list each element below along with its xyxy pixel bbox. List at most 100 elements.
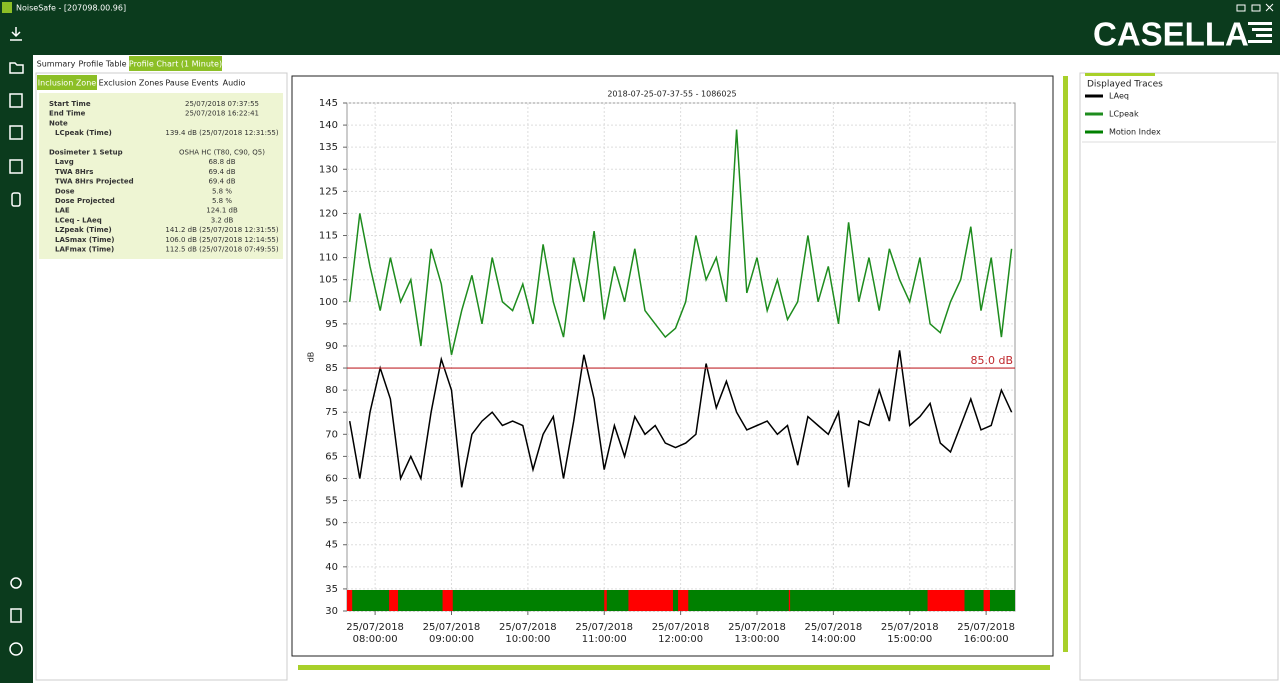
logo-stripes: [1248, 22, 1272, 43]
y-tick-label: 145: [319, 98, 338, 109]
x-tick-label-line: 25/07/2018: [499, 622, 557, 633]
summary-label: End Time: [49, 110, 86, 118]
y-tick-label: 60: [325, 473, 338, 484]
summary-value: 5.8 %: [212, 197, 232, 205]
tab-label[interactable]: Summary: [37, 60, 76, 69]
y-tick-label: 85: [325, 363, 338, 374]
x-tick-label-line: 11:00:00: [582, 634, 627, 645]
summary-value: OSHA HC (T80, C90, Q5): [179, 149, 265, 157]
tab[interactable]: [35, 56, 77, 71]
y-tick-label: 75: [325, 407, 338, 418]
chart-icon[interactable]: [9, 125, 23, 140]
close[interactable]: [1265, 3, 1274, 12]
y-tick-label: 35: [325, 584, 338, 595]
traces-title: Displayed Traces: [1087, 80, 1163, 90]
subtab-label[interactable]: Exclusion Zones: [99, 79, 164, 88]
y-tick-label: 140: [319, 120, 338, 131]
summary-label: LAE: [55, 207, 70, 215]
motion-alert: [927, 590, 965, 611]
y-tick-label: 90: [325, 341, 338, 352]
y-tick-label: 130: [319, 164, 338, 175]
horizontal-slider[interactable]: [298, 665, 1050, 670]
legend-label[interactable]: LAeq: [1109, 92, 1129, 101]
summary-value: 25/07/2018 16:22:41: [185, 110, 259, 118]
subtab-label[interactable]: Inclusion Zone: [38, 79, 96, 88]
tab[interactable]: [129, 56, 222, 71]
motion-alert: [442, 590, 453, 611]
summary-label: Dose Projected: [55, 197, 115, 205]
summary-label: TWA 8Hrs Projected: [55, 178, 134, 186]
summary-label: Dose: [55, 187, 75, 195]
motion-alert: [678, 590, 689, 611]
settings-icon[interactable]: [10, 577, 22, 589]
chart-title: 2018-07-25-07-37-55 - 1086025: [607, 90, 736, 99]
minimize[interactable]: [1236, 4, 1246, 12]
y-tick-label: 80: [325, 385, 338, 396]
app-icon: [2, 2, 12, 13]
series-line: [348, 129, 1013, 355]
x-tick-label-line: 08:00:00: [353, 634, 398, 645]
traces-panel: [1079, 72, 1279, 681]
motion-alert: [347, 590, 353, 611]
subtab[interactable]: [220, 75, 248, 90]
x-tick-label: 25/07/2018 12:00:00: [652, 622, 710, 645]
y-tick-label: 40: [325, 562, 338, 573]
summary-label: LCpeak (Time): [55, 129, 112, 137]
y-tick-label: 55: [325, 496, 338, 507]
open-icon[interactable]: [9, 62, 24, 74]
x-tick-label-line: 25/07/2018: [652, 622, 710, 633]
legend-label[interactable]: LCpeak: [1109, 110, 1139, 119]
x-tick-label-line: 12:00:00: [658, 634, 703, 645]
y-tick-label: 105: [319, 275, 338, 286]
y-axis-label: dB: [307, 352, 316, 363]
y-tick-label: 125: [319, 186, 338, 197]
x-tick-label: 25/07/2018 14:00:00: [805, 622, 863, 645]
summary-value: 141.2 dB (25/07/2018 12:31:55): [165, 226, 278, 234]
window-buttons[interactable]: [1236, 3, 1274, 12]
subtab[interactable]: [37, 75, 97, 90]
legend-label[interactable]: Motion Index: [1109, 128, 1161, 137]
summary-label: TWA 8Hrs: [55, 168, 93, 176]
table-icon[interactable]: [9, 159, 23, 174]
sidebar-icons[interactable]: [9, 27, 24, 656]
x-tick-label-line: 15:00:00: [887, 634, 932, 645]
summary-value: 69.4 dB: [208, 168, 235, 176]
y-tick-label: 45: [325, 540, 338, 551]
y-tick-label: 115: [319, 231, 338, 242]
y-tick-label: 135: [319, 142, 338, 153]
motion-alert: [389, 590, 399, 611]
summary-box: [39, 93, 283, 259]
summary-value: 69.4 dB: [208, 178, 235, 186]
subtab[interactable]: [165, 75, 219, 90]
device-icon[interactable]: [11, 192, 21, 207]
summary-label: LASmax (Time): [55, 236, 115, 244]
summary-label: LZpeak (Time): [55, 226, 112, 234]
license-icon[interactable]: [10, 608, 22, 623]
tab-label[interactable]: Profile Table: [78, 60, 126, 69]
traces-accent: [1085, 73, 1155, 76]
x-tick-label: 25/07/2018 15:00:00: [881, 622, 939, 645]
tab[interactable]: [77, 56, 128, 71]
subtab-label[interactable]: Pause Events: [165, 79, 218, 88]
subtab-label[interactable]: Audio: [223, 79, 246, 88]
series-line: [348, 350, 1013, 488]
vertical-slider[interactable]: [1063, 76, 1068, 652]
y-tick-label: 100: [319, 297, 338, 308]
threshold-label: 85.0 dB: [970, 354, 1013, 367]
motion-alert: [983, 590, 990, 611]
summary-value: 139.4 dB (25/07/2018 12:31:55): [165, 129, 278, 137]
x-tick-label: 25/07/2018 08:00:00: [346, 622, 404, 645]
tab-label[interactable]: Profile Chart (1 Minute): [129, 60, 222, 69]
download-icon[interactable]: [10, 27, 22, 41]
summary-label: Lavg: [55, 158, 74, 166]
restore[interactable]: [1251, 4, 1261, 12]
motion-alert: [628, 590, 673, 611]
report-icon[interactable]: [9, 93, 23, 108]
x-tick-label-line: 10:00:00: [505, 634, 550, 645]
y-tick-label: 110: [319, 253, 338, 264]
summary-value: 112.5 dB (25/07/2018 07:49:55): [165, 246, 278, 254]
subtab[interactable]: [99, 75, 163, 90]
help-icon[interactable]: [9, 642, 23, 656]
summary-value: 25/07/2018 07:37:55: [185, 100, 259, 108]
x-tick-label-line: 25/07/2018: [957, 622, 1015, 633]
